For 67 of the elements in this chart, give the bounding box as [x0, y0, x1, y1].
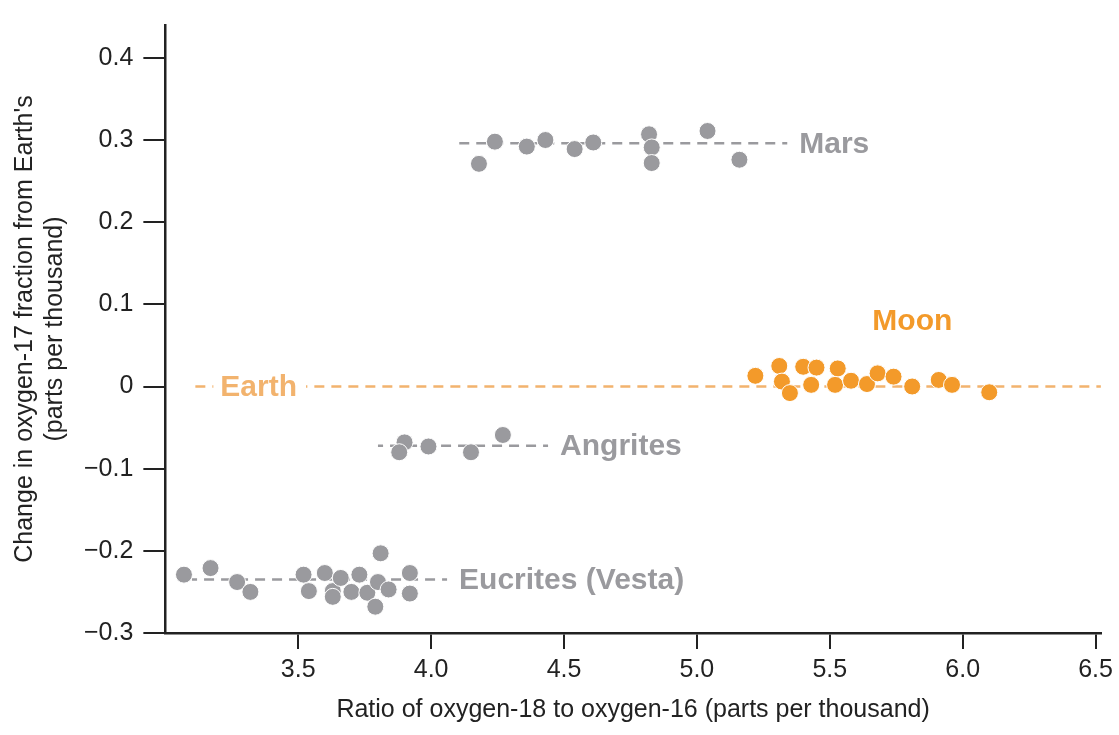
point — [807, 358, 826, 377]
point — [780, 384, 799, 403]
point — [828, 359, 847, 378]
x-tick-label: 4.5 — [546, 653, 582, 682]
point — [802, 375, 821, 394]
point — [400, 564, 419, 583]
point — [868, 364, 887, 383]
point — [201, 559, 220, 578]
x-tick-label: 4.0 — [413, 653, 449, 682]
point — [366, 597, 385, 616]
point — [485, 132, 504, 151]
point — [980, 383, 999, 402]
point — [857, 375, 876, 394]
point — [461, 443, 480, 462]
x-tick-label: 3.5 — [280, 653, 316, 682]
series-label: Eucrites (Vesta) — [459, 561, 685, 595]
x-tick-label: 6.5 — [1078, 653, 1113, 682]
y-tick-label: −0.1 — [83, 452, 134, 481]
y-tick-label: 0.1 — [98, 288, 134, 317]
series-label: Moon — [872, 303, 953, 337]
point — [565, 140, 584, 159]
point — [342, 582, 361, 601]
point — [929, 370, 948, 389]
point — [241, 582, 260, 601]
point — [228, 573, 247, 592]
y-tick-label: −0.2 — [83, 534, 134, 563]
point — [642, 154, 661, 173]
point — [400, 584, 419, 603]
point — [746, 366, 765, 385]
ref-line-label: Earth — [220, 368, 298, 402]
point — [315, 564, 334, 583]
point — [730, 150, 749, 169]
point — [884, 367, 903, 386]
point — [642, 138, 661, 157]
series-label: Angrites — [560, 427, 682, 461]
point — [584, 133, 603, 152]
point — [517, 137, 536, 156]
point — [469, 154, 488, 173]
point — [379, 580, 398, 599]
point — [536, 131, 555, 150]
y-axis-title: Change in oxygen-17 fraction from Earth's (parts per thousand) — [8, 95, 67, 563]
point — [294, 565, 313, 584]
y-tick-label: 0 — [119, 370, 134, 399]
point — [943, 375, 962, 394]
series-label: Mars — [799, 125, 870, 159]
point — [770, 356, 789, 375]
point — [371, 544, 390, 563]
point — [903, 377, 922, 396]
point — [390, 443, 409, 462]
y-tick-label: 0.3 — [98, 123, 134, 152]
point — [842, 371, 861, 390]
x-tick-label: 5.0 — [679, 653, 715, 682]
point — [299, 582, 318, 601]
point — [698, 121, 717, 140]
point — [419, 437, 438, 456]
point — [493, 425, 512, 444]
point — [350, 565, 369, 584]
x-axis-title: Ratio of oxygen-18 to oxygen-16 (parts per thousand) — [336, 693, 930, 722]
y-tick-label: 0.2 — [98, 206, 134, 235]
point — [331, 568, 350, 587]
y-tick-label: 0.4 — [98, 41, 134, 70]
point — [826, 375, 845, 394]
x-tick-label: 6.0 — [945, 653, 981, 682]
x-tick-label: 5.5 — [812, 653, 848, 682]
point — [174, 565, 193, 584]
y-tick-label: −0.3 — [83, 616, 134, 645]
point — [323, 587, 342, 606]
